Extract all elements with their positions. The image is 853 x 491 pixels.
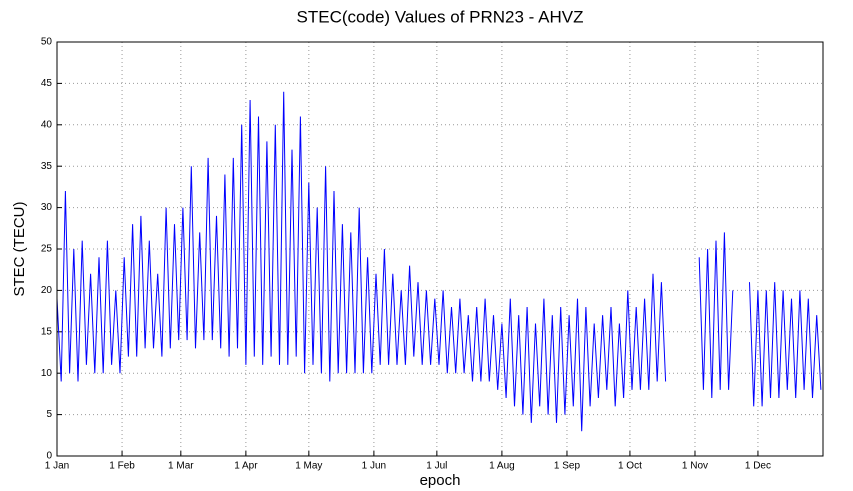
x-tick-label: 1 Jan xyxy=(45,461,69,472)
x-tick-label: 1 May xyxy=(295,461,322,472)
y-tick-label: 30 xyxy=(41,202,53,213)
x-axis-label: epoch xyxy=(420,472,461,489)
x-tick-label: 1 Nov xyxy=(682,461,708,472)
data-line xyxy=(56,91,822,432)
x-tick-label: 1 Mar xyxy=(168,461,194,472)
x-tick-label: 1 Dec xyxy=(745,461,771,472)
chart-title: STEC(code) Values of PRN23 - AHVZ xyxy=(297,7,584,26)
y-tick-label: 15 xyxy=(41,326,53,337)
y-tick-label: 25 xyxy=(41,244,53,255)
plot-frame xyxy=(56,41,824,457)
y-tick-label: 45 xyxy=(41,78,53,89)
y-tick-label: 20 xyxy=(41,285,53,296)
x-tick-label: 1 Jul xyxy=(426,461,447,472)
y-tick-label: 5 xyxy=(46,409,52,420)
x-tick-label: 1 Aug xyxy=(489,461,515,472)
x-tick-label: 1 Feb xyxy=(109,461,135,472)
x-tick-label: 1 Apr xyxy=(234,461,258,472)
y-tick-label: 50 xyxy=(41,37,53,48)
y-tick-label: 10 xyxy=(41,368,53,379)
y-tick-label: 35 xyxy=(41,161,53,172)
x-tick-label: 1 Jun xyxy=(362,461,386,472)
y-axis-label: STEC (TECU) xyxy=(11,202,28,297)
y-tick-label: 0 xyxy=(46,451,52,462)
x-tick-label: 1 Sep xyxy=(554,461,581,472)
x-tick-label: 1 Oct xyxy=(618,461,642,472)
y-tick-label: 40 xyxy=(41,119,53,130)
